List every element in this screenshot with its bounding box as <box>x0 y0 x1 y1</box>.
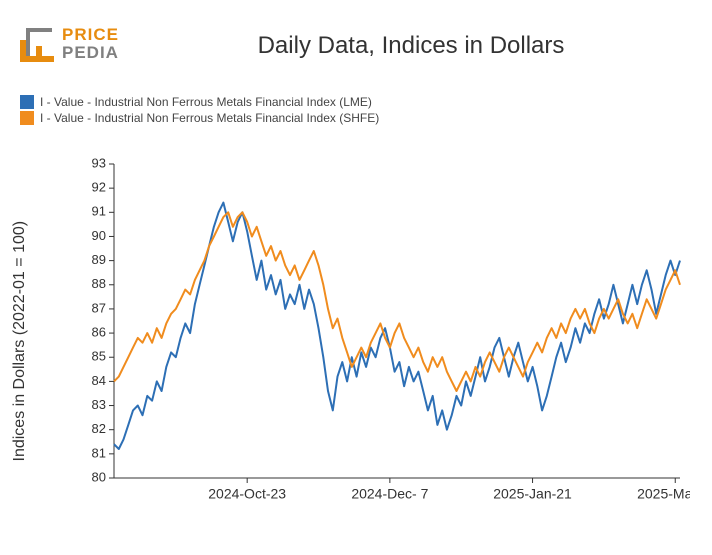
svg-text:81: 81 <box>92 445 106 460</box>
svg-text:91: 91 <box>92 204 106 219</box>
chart-area: Indices in Dollars (2022-01 = 100) 80818… <box>40 158 690 528</box>
svg-text:2024-Oct-23: 2024-Oct-23 <box>208 485 286 501</box>
legend-item-lme: I - Value - Industrial Non Ferrous Metal… <box>20 95 712 109</box>
svg-text:80: 80 <box>92 469 106 484</box>
svg-text:2025-Jan-21: 2025-Jan-21 <box>493 485 572 501</box>
legend-swatch-shfe <box>20 111 34 125</box>
svg-text:86: 86 <box>92 325 106 340</box>
svg-text:92: 92 <box>92 180 106 195</box>
svg-text:88: 88 <box>92 276 106 291</box>
legend: I - Value - Industrial Non Ferrous Metal… <box>0 77 712 125</box>
svg-text:82: 82 <box>92 421 106 436</box>
svg-text:PRICE: PRICE <box>62 25 119 44</box>
line-chart: 80 81 82 83 84 85 86 87 88 89 90 91 92 93 2024-Oct-23 2… <box>70 158 690 528</box>
legend-label-lme: I - Value - Industrial Non Ferrous Metal… <box>40 95 372 109</box>
pricepedia-logo: PRICE PEDIA <box>20 18 130 77</box>
svg-text:PEDIA: PEDIA <box>62 43 119 62</box>
svg-text:90: 90 <box>92 228 106 243</box>
header: PRICE PEDIA Daily Data, Indices in Dolla… <box>0 0 712 77</box>
legend-swatch-lme <box>20 95 34 109</box>
svg-text:2024-Dec- 7: 2024-Dec- 7 <box>351 485 428 501</box>
svg-text:89: 89 <box>92 252 106 267</box>
svg-text:2025-Mar- 7: 2025-Mar- 7 <box>637 485 690 501</box>
legend-item-shfe: I - Value - Industrial Non Ferrous Metal… <box>20 111 712 125</box>
y-axis-label: Indices in Dollars (2022-01 = 100) <box>11 221 29 462</box>
svg-text:87: 87 <box>92 300 106 315</box>
legend-label-shfe: I - Value - Industrial Non Ferrous Metal… <box>40 111 379 125</box>
chart-title: Daily Data, Indices in Dollars <box>130 32 692 60</box>
svg-text:83: 83 <box>92 397 106 412</box>
svg-text:85: 85 <box>92 349 106 364</box>
svg-text:84: 84 <box>92 373 106 388</box>
svg-text:93: 93 <box>92 158 106 170</box>
